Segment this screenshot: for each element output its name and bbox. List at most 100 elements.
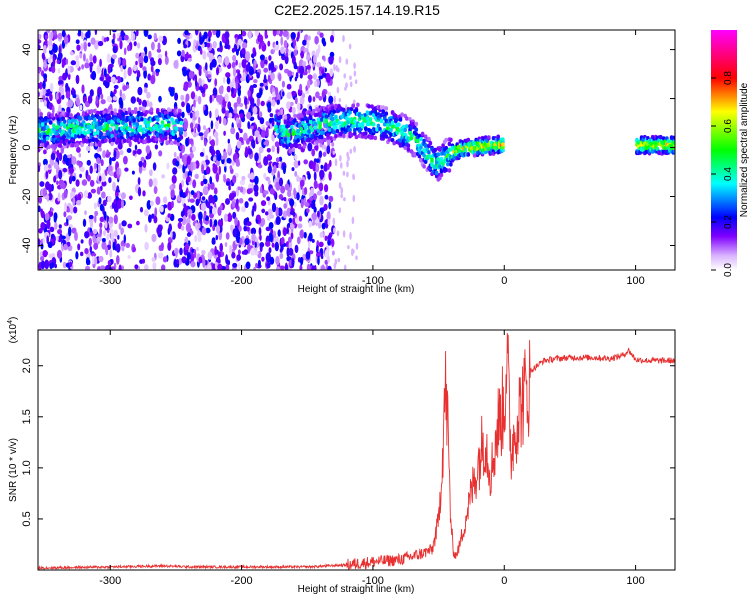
spectrogram-cell bbox=[439, 172, 444, 178]
spectrogram-cell bbox=[218, 94, 224, 105]
spectrogram-cell bbox=[209, 94, 213, 104]
spectrogram-cell bbox=[93, 162, 97, 170]
spectrogram-cell bbox=[414, 127, 419, 132]
spectrogram-cell bbox=[376, 123, 381, 128]
spectrogram-cell bbox=[209, 62, 213, 71]
spectrogram-cell bbox=[142, 190, 146, 197]
spectrogram-cell bbox=[286, 83, 292, 90]
spectrogram-cell bbox=[113, 108, 117, 113]
spectrogram-cell bbox=[215, 172, 220, 183]
spectrogram-cell bbox=[109, 171, 114, 177]
spectrogram-cell bbox=[183, 81, 189, 92]
spectrogram-cell bbox=[236, 96, 241, 105]
spectrogram-cell bbox=[186, 252, 191, 260]
spectrogram-cell bbox=[281, 80, 285, 88]
spectrogram-cell bbox=[644, 149, 649, 155]
spectrogram-cell bbox=[226, 213, 233, 222]
spectrogram-cell bbox=[39, 181, 45, 187]
spectrogram-cell bbox=[140, 117, 144, 122]
spectrogram-cell bbox=[76, 97, 80, 107]
spectrogram-cell bbox=[134, 144, 138, 151]
spectrogram-cell bbox=[153, 32, 157, 41]
spectrogram-cell bbox=[89, 53, 93, 62]
spectrogram-cell bbox=[67, 65, 71, 75]
spectrogram-cell bbox=[181, 101, 185, 108]
spectrogram-cell bbox=[47, 40, 53, 46]
spectrogram-cell bbox=[320, 164, 324, 170]
spectrogram-cell bbox=[332, 130, 337, 135]
spectrogram-cell bbox=[80, 43, 84, 52]
spectrogram-cell bbox=[158, 150, 163, 157]
spectrogram-cell bbox=[144, 82, 148, 89]
spectrogram-cell bbox=[226, 85, 231, 93]
spectrogram-cell bbox=[337, 120, 341, 125]
spectrogram-cell bbox=[134, 264, 139, 270]
spectrogram-cell bbox=[352, 173, 355, 180]
spectrogram-cell bbox=[316, 61, 322, 68]
spectrogram-cell bbox=[101, 180, 107, 187]
spectrogram-cell bbox=[205, 62, 208, 71]
spectrogram-cell bbox=[265, 240, 271, 247]
spectrogram-cell bbox=[276, 99, 280, 105]
spectrogram-cell bbox=[231, 252, 236, 259]
spectrogram-cell bbox=[232, 228, 238, 238]
spectrogram-cell bbox=[183, 156, 187, 167]
spectrogram-cell bbox=[85, 257, 90, 266]
spectrogram-cell bbox=[56, 249, 63, 259]
spectrogram-cell bbox=[340, 193, 344, 199]
spectrogram-cell bbox=[194, 173, 199, 179]
spectrogram-cell bbox=[349, 81, 353, 88]
spectrogram-cell bbox=[226, 259, 231, 266]
spectrogram-cell bbox=[225, 198, 230, 205]
spectrogram-cell bbox=[218, 231, 223, 241]
spectrogram-cell bbox=[113, 88, 117, 95]
spectrogram-cell bbox=[314, 145, 319, 151]
spectrogram-cell bbox=[179, 247, 183, 256]
spectrogram-cell bbox=[50, 144, 54, 149]
spectrogram-cell bbox=[38, 205, 41, 213]
spectrogram-cell bbox=[252, 106, 258, 115]
spectrogram-cell bbox=[225, 181, 231, 186]
spectrogram-cell bbox=[381, 109, 386, 114]
spectrogram-cell bbox=[367, 104, 371, 109]
spectrogram-cell bbox=[254, 152, 259, 162]
spectrogram-cell bbox=[237, 87, 241, 97]
spectrogram-cell bbox=[214, 245, 217, 256]
spectrogram-cell bbox=[266, 101, 272, 109]
spectrogram-cell bbox=[267, 40, 271, 47]
spectrogram-cell bbox=[279, 248, 283, 253]
spectrogram-cell bbox=[332, 150, 336, 155]
spectrogram-cell bbox=[67, 119, 72, 124]
spectrogram-cell bbox=[202, 50, 207, 60]
spectrogram-cell bbox=[232, 211, 237, 219]
spectrogram-cell bbox=[189, 153, 194, 159]
spectrogram-cell bbox=[242, 71, 246, 82]
spectrogram-cell bbox=[68, 157, 72, 167]
spectrogram-cell bbox=[89, 89, 94, 97]
spectrogram-cell bbox=[217, 263, 223, 270]
spectrogram-cell bbox=[170, 230, 173, 239]
spectrogram-cell bbox=[96, 110, 100, 116]
spectrogram-cell bbox=[185, 137, 189, 147]
spectrogram-cell bbox=[348, 127, 352, 133]
spectrogram-cell bbox=[215, 234, 219, 241]
spectrogram-cell bbox=[143, 55, 149, 64]
spectrogram-cell bbox=[444, 167, 449, 173]
spectrogram-cell bbox=[81, 84, 85, 94]
spectrogram-cell bbox=[127, 255, 131, 259]
spectrogram-cell bbox=[247, 148, 253, 155]
spectrogram-cell bbox=[241, 30, 247, 37]
spectrogram-cell bbox=[212, 164, 218, 174]
spectrogram-cell bbox=[51, 66, 56, 74]
spectrogram-cell bbox=[208, 194, 214, 204]
spectrogram-cell bbox=[649, 141, 653, 147]
spectrogram-cell bbox=[201, 164, 205, 174]
spectrogram-cell bbox=[95, 95, 99, 104]
spectrogram-cell bbox=[61, 110, 65, 115]
spectrogram-cell bbox=[232, 54, 237, 62]
spectrogram-cell bbox=[286, 247, 290, 258]
spectrogram-cell bbox=[321, 72, 327, 78]
spectrogram-cell bbox=[191, 106, 195, 112]
spectrogram-cell bbox=[52, 55, 56, 66]
spectrogram-cell bbox=[300, 50, 305, 59]
